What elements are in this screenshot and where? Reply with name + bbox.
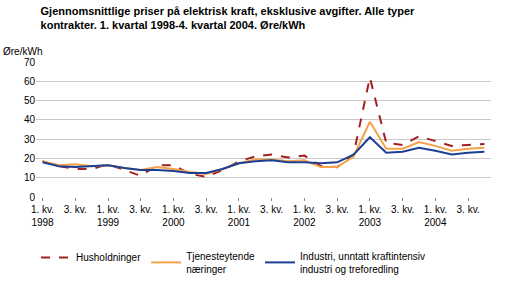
svg-text:3. kv.: 3. kv. <box>129 204 152 215</box>
svg-text:Gjennomsnittlige priser på ele: Gjennomsnittlige priser på elektrisk kra… <box>41 5 415 31</box>
svg-text:40: 40 <box>24 114 36 125</box>
svg-text:0: 0 <box>29 192 35 203</box>
svg-text:Husholdninger: Husholdninger <box>76 252 141 263</box>
svg-text:Industri, unntatt kraftintensi: Industri, unntatt kraftintensivindustri … <box>300 251 425 275</box>
svg-text:1. kv.2004: 1. kv.2004 <box>424 204 447 228</box>
svg-text:20: 20 <box>24 153 36 164</box>
svg-text:3. kv.: 3. kv. <box>195 204 218 215</box>
svg-text:3. kv.: 3. kv. <box>260 204 283 215</box>
svg-text:50: 50 <box>24 95 36 106</box>
svg-text:10: 10 <box>24 172 36 183</box>
svg-text:1. kv.2000: 1. kv.2000 <box>162 204 185 228</box>
svg-text:Øre/kWh: Øre/kWh <box>3 46 42 57</box>
svg-text:3. kv.: 3. kv. <box>391 204 414 215</box>
svg-text:1. kv.2003: 1. kv.2003 <box>358 204 381 228</box>
svg-text:1. kv.2002: 1. kv.2002 <box>293 204 316 228</box>
svg-text:Tjenesteytendenæringer: Tjenesteytendenæringer <box>186 251 255 275</box>
svg-text:1. kv.1999: 1. kv.1999 <box>96 204 119 228</box>
svg-text:1. kv.1998: 1. kv.1998 <box>31 204 54 228</box>
svg-text:3. kv.: 3. kv. <box>64 204 87 215</box>
svg-text:60: 60 <box>24 76 36 87</box>
svg-text:3. kv.: 3. kv. <box>326 204 349 215</box>
svg-text:1. kv.2001: 1. kv.2001 <box>227 204 250 228</box>
svg-text:70: 70 <box>24 57 36 68</box>
svg-text:3. kv.: 3. kv. <box>457 204 480 215</box>
svg-text:30: 30 <box>24 134 36 145</box>
